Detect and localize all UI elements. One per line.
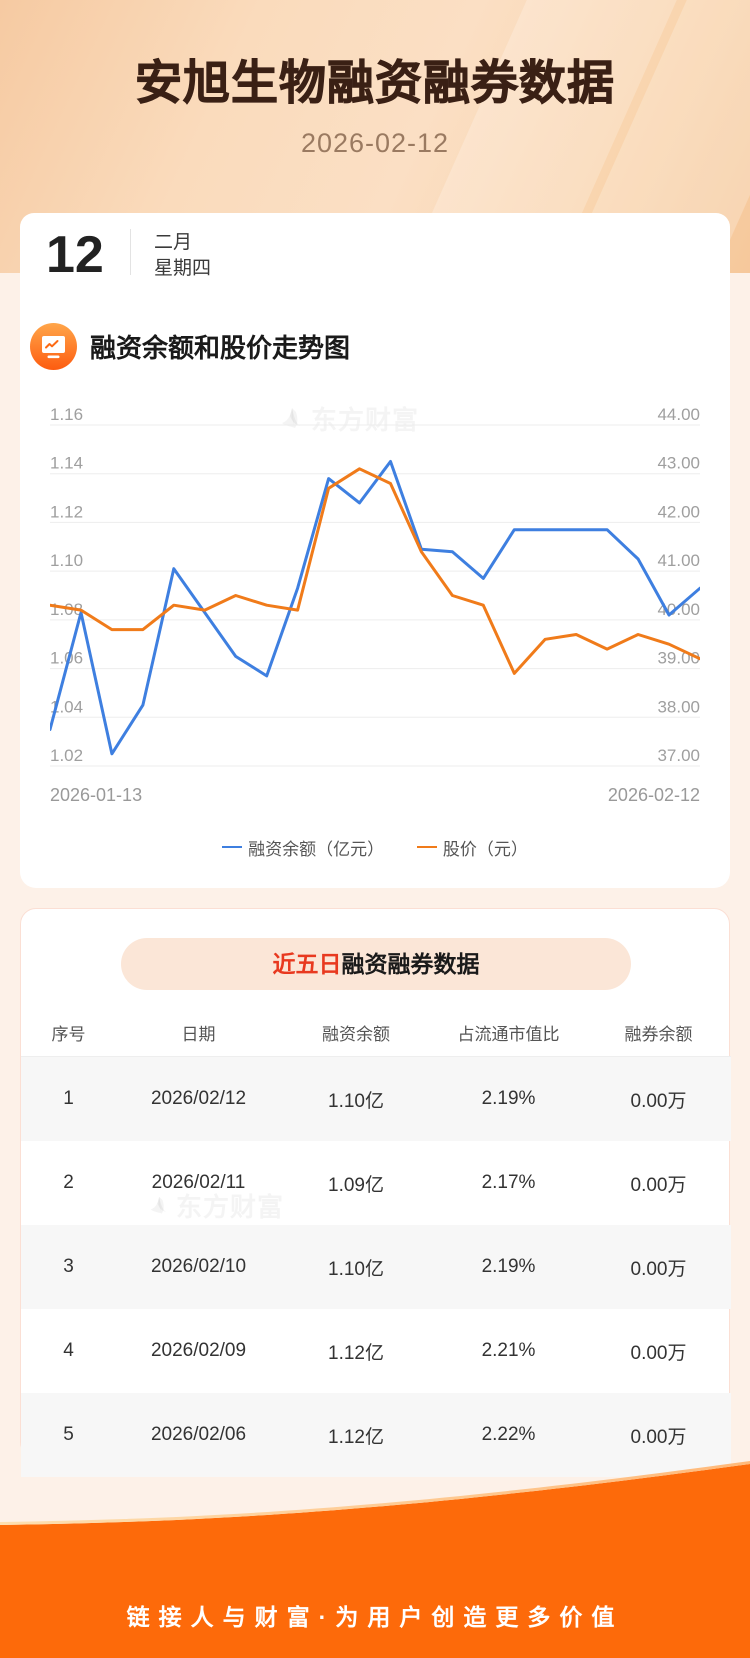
svg-text:1.12: 1.12 [50,502,83,521]
svg-text:44.00: 44.00 [657,405,700,424]
svg-text:41.00: 41.00 [657,551,700,570]
svg-text:38.00: 38.00 [657,697,700,716]
svg-text:43.00: 43.00 [657,454,700,473]
svg-text:37.00: 37.00 [657,746,700,765]
svg-text:1.16: 1.16 [50,405,83,424]
svg-text:42.00: 42.00 [657,502,700,521]
svg-text:1.14: 1.14 [50,454,83,473]
svg-text:39.00: 39.00 [657,649,700,668]
svg-text:1.02: 1.02 [50,746,83,765]
svg-text:1.10: 1.10 [50,551,83,570]
